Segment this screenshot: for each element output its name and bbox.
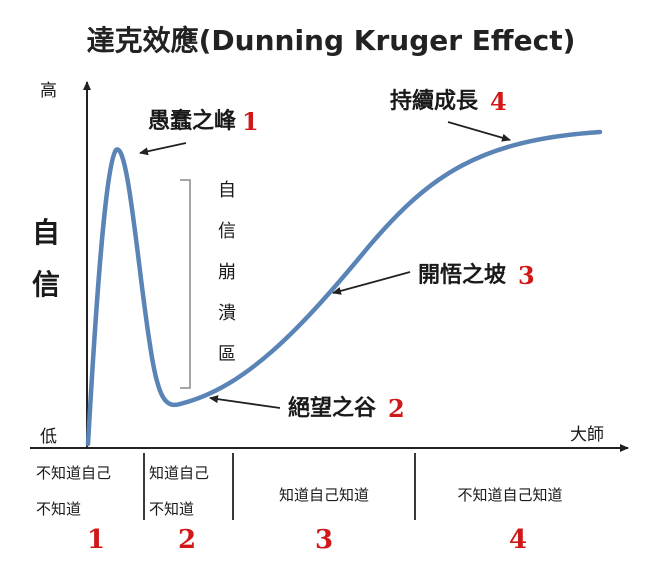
peak-arrow-3 <box>332 271 411 295</box>
peak-arrow-2 <box>209 395 281 409</box>
confidence-curve <box>85 129 603 447</box>
stage-2-line-2: 不知道 <box>149 500 194 518</box>
stage-1-line-1: 不知道自己 <box>36 464 111 482</box>
collapse-zone-char-4: 潰 <box>218 303 236 324</box>
peak-label-1: 愚蠢之峰 <box>148 108 237 134</box>
peak-label-3: 開悟之坡 <box>418 262 506 288</box>
stage-4-num: 4 <box>509 525 527 555</box>
collapse-zone-char-5: 區 <box>218 344 236 365</box>
collapse-zone-char-3: 崩 <box>218 262 236 283</box>
peak-arrow-4 <box>447 121 511 142</box>
stage-4-line-1: 不知道自己知道 <box>457 486 562 504</box>
peak-label-4: 持續成長 <box>390 88 479 114</box>
peak-num-3: 3 <box>518 261 535 290</box>
diagram-title: 達克效應(Dunning Kruger Effect) <box>87 24 576 57</box>
collapse-zone-bracket <box>180 179 191 389</box>
peak-num-4: 4 <box>490 87 507 116</box>
stage-1-num: 1 <box>87 525 105 555</box>
peak-label-2: 絕望之谷 <box>288 395 377 421</box>
y-axis-high: 高 <box>40 81 57 101</box>
peak-num-2: 2 <box>388 394 405 423</box>
stage-3-line-1: 知道自己知道 <box>279 486 369 504</box>
stage-2-line-1: 知道自己 <box>149 464 209 482</box>
stage-2-num: 2 <box>178 525 196 555</box>
y-axis-label-char-2: 信 <box>32 268 60 301</box>
y-axis-label-char-1: 自 <box>32 216 60 249</box>
stage-3-num: 3 <box>315 525 333 555</box>
collapse-zone-char-1: 自 <box>218 180 236 201</box>
peak-num-1: 1 <box>242 107 259 136</box>
y-axis-low: 低 <box>40 427 57 447</box>
peak-arrow-1 <box>139 142 187 156</box>
stage-1-line-2: 不知道 <box>36 500 81 518</box>
x-axis-end-label: 大師 <box>570 425 604 445</box>
collapse-zone-char-2: 信 <box>218 221 236 242</box>
